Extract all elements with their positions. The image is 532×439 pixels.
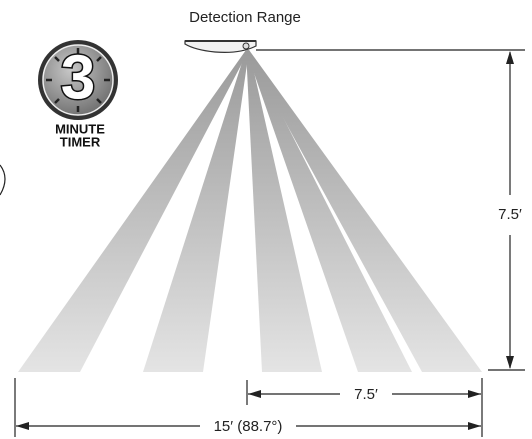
- width-dimensions: [14, 378, 483, 437]
- decoration: [0, 164, 6, 196]
- height-label: 7.5′: [498, 206, 522, 223]
- timer-number: 3: [61, 43, 95, 112]
- half-width-label: 7.5′: [354, 386, 378, 403]
- sensor: [184, 40, 257, 53]
- height-dimension: [256, 49, 525, 371]
- timer-badge: 3 MINUTE TIMER: [38, 40, 118, 149]
- timer-line1: MINUTE: [55, 121, 105, 136]
- full-width-label: 15′ (88.7°): [214, 418, 283, 435]
- title: Detection Range: [189, 9, 301, 26]
- timer-line2: TIMER: [60, 134, 101, 149]
- detection-beams: [18, 50, 482, 372]
